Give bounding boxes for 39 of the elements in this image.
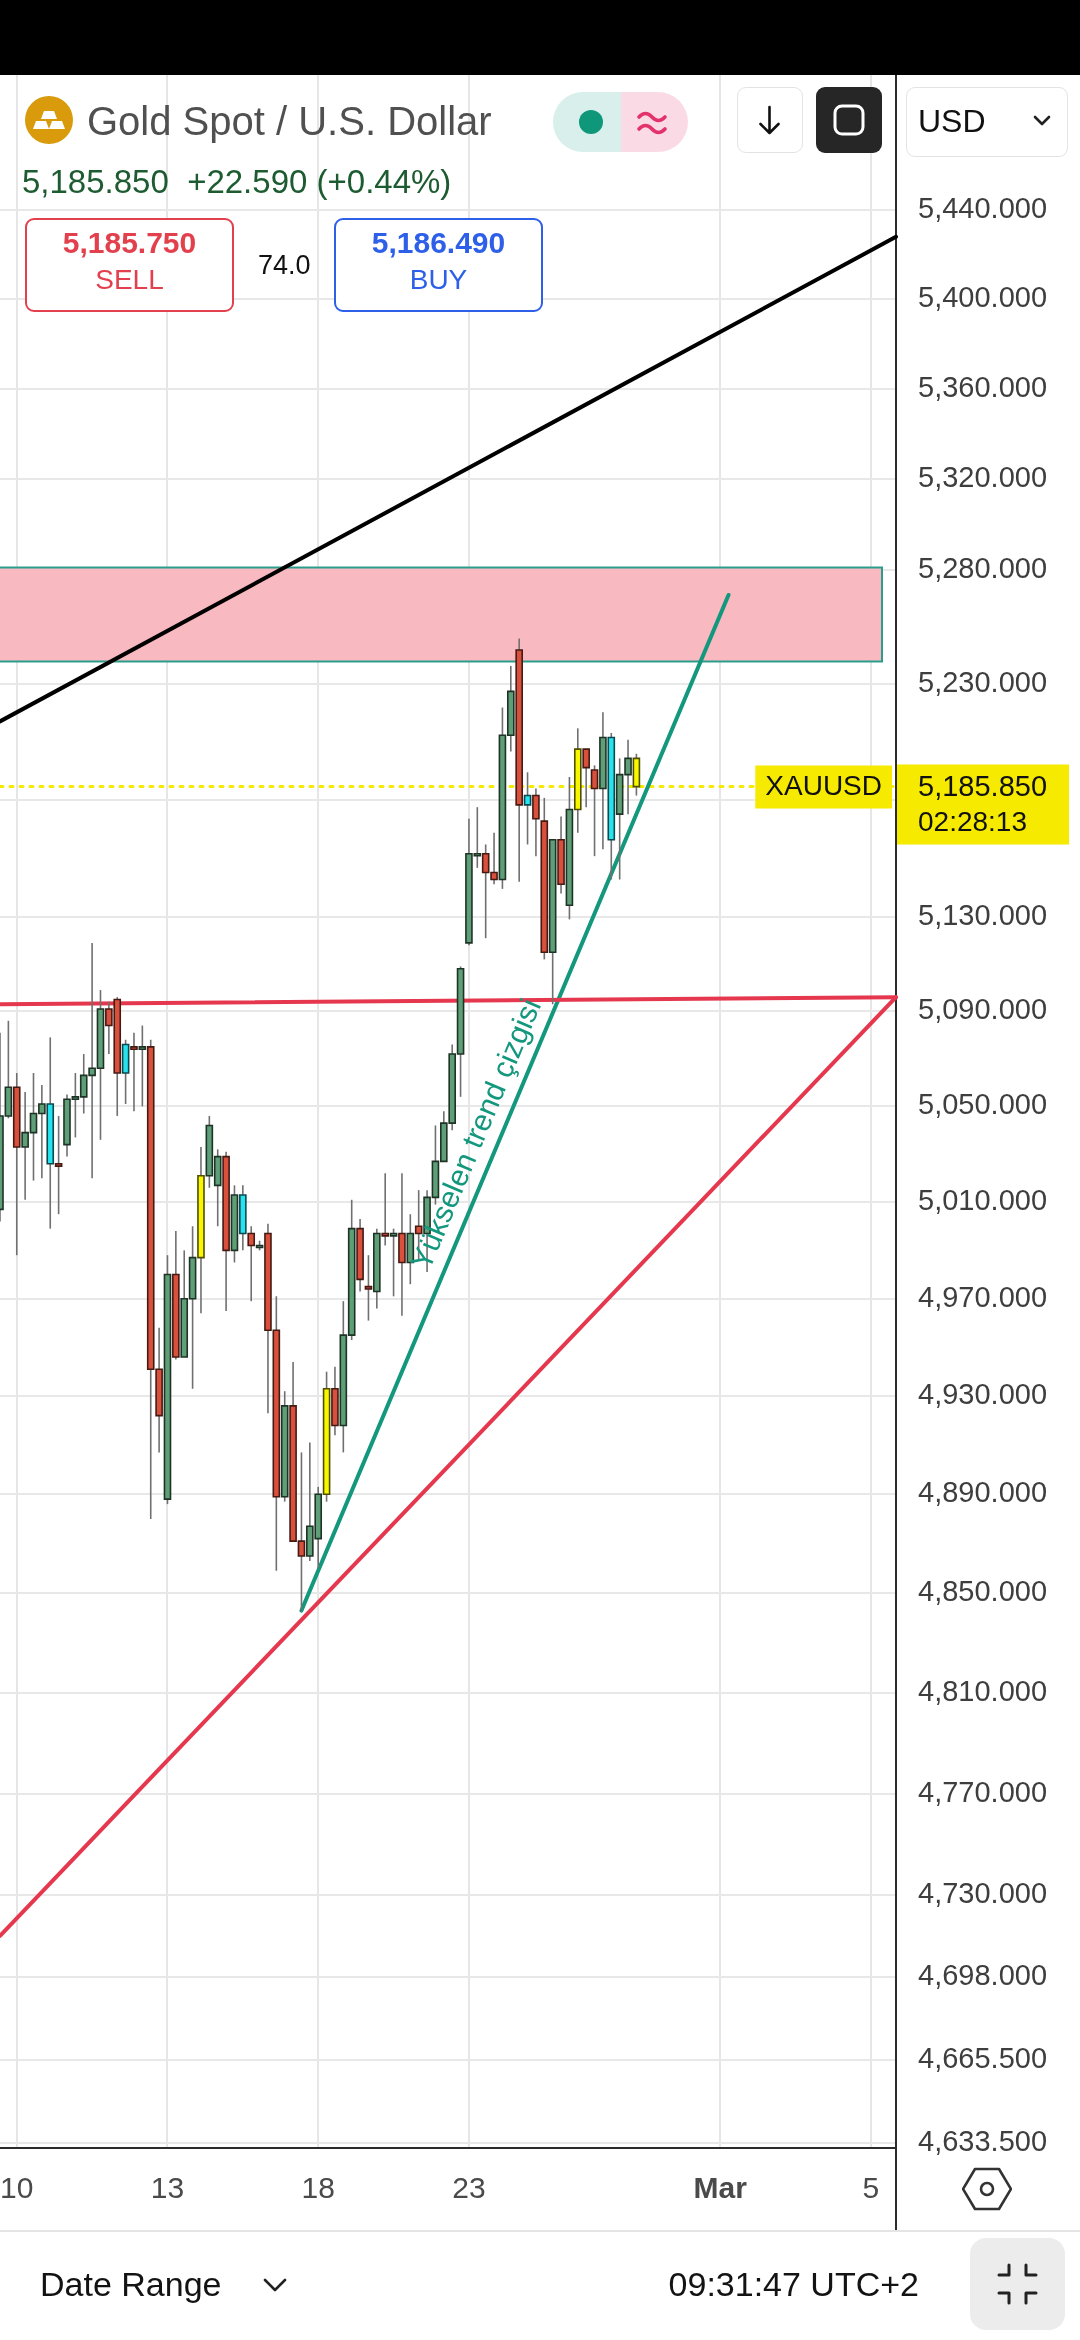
y-tick-label: 5,280.000 <box>918 551 1048 584</box>
y-tick-label: 4,633.500 <box>918 2125 1048 2158</box>
x-tick-label: 5 <box>862 2171 880 2205</box>
x-tick-label: Mar <box>693 2171 748 2205</box>
x-tick-label: 13 <box>150 2171 185 2205</box>
annotation: 74.0 <box>258 249 311 282</box>
y-tick-label: 5,440.000 <box>918 192 1048 225</box>
text: Gold Spot / U.S. Dollar <box>87 98 492 145</box>
y-tick-label: 4,730.000 <box>918 1877 1048 1909</box>
y-tick-label: 4,890.000 <box>918 1476 1048 1509</box>
y-tick-label: 5,360.000 <box>918 370 1048 403</box>
text: USD <box>918 102 986 140</box>
x-tick-label: 18 <box>301 2171 335 2205</box>
ref-line-label: XAUUSD <box>765 770 883 802</box>
y-tick-label: 4,770.000 <box>918 1775 1048 1808</box>
y-tick-label: 4,810.000 <box>918 1674 1048 1707</box>
y-tick-label: 5,050.000 <box>918 1088 1048 1121</box>
text: 02:28:13 <box>918 806 1027 838</box>
annotation: SELL <box>94 263 165 297</box>
y-tick-label: 4,930.000 <box>918 1378 1048 1411</box>
y-tick-label: 5,130.000 <box>918 899 1048 932</box>
x-tick-label: 23 <box>452 2171 486 2205</box>
annotation: 5,185.750 <box>61 225 198 261</box>
x-tick-label: 10 <box>0 2171 34 2205</box>
y-tick-label: 5,090.000 <box>918 993 1048 1026</box>
annotation: 5,186.490 <box>370 225 507 261</box>
text: 5,185.850 +22.590 (+0.44%) <box>22 162 452 202</box>
y-tick-label: 4,970.000 <box>918 1280 1048 1313</box>
y-tick-label: 5,320.000 <box>918 460 1048 493</box>
annotation: BUY <box>408 263 469 297</box>
y-tick-label: 5,010.000 <box>918 1184 1048 1217</box>
text: 5,185.850 <box>918 769 1048 802</box>
y-tick-label: 5,230.000 <box>918 666 1048 699</box>
y-tick-label: 4,698.000 <box>918 1958 1048 1991</box>
text: Date Range <box>40 2264 222 2305</box>
text: 09:31:47 UTC+2 <box>668 2264 919 2305</box>
y-tick-label: 5,400.000 <box>918 281 1048 314</box>
y-tick-label: 4,665.500 <box>918 2042 1048 2075</box>
y-tick-label: 4,850.000 <box>918 1575 1048 1608</box>
